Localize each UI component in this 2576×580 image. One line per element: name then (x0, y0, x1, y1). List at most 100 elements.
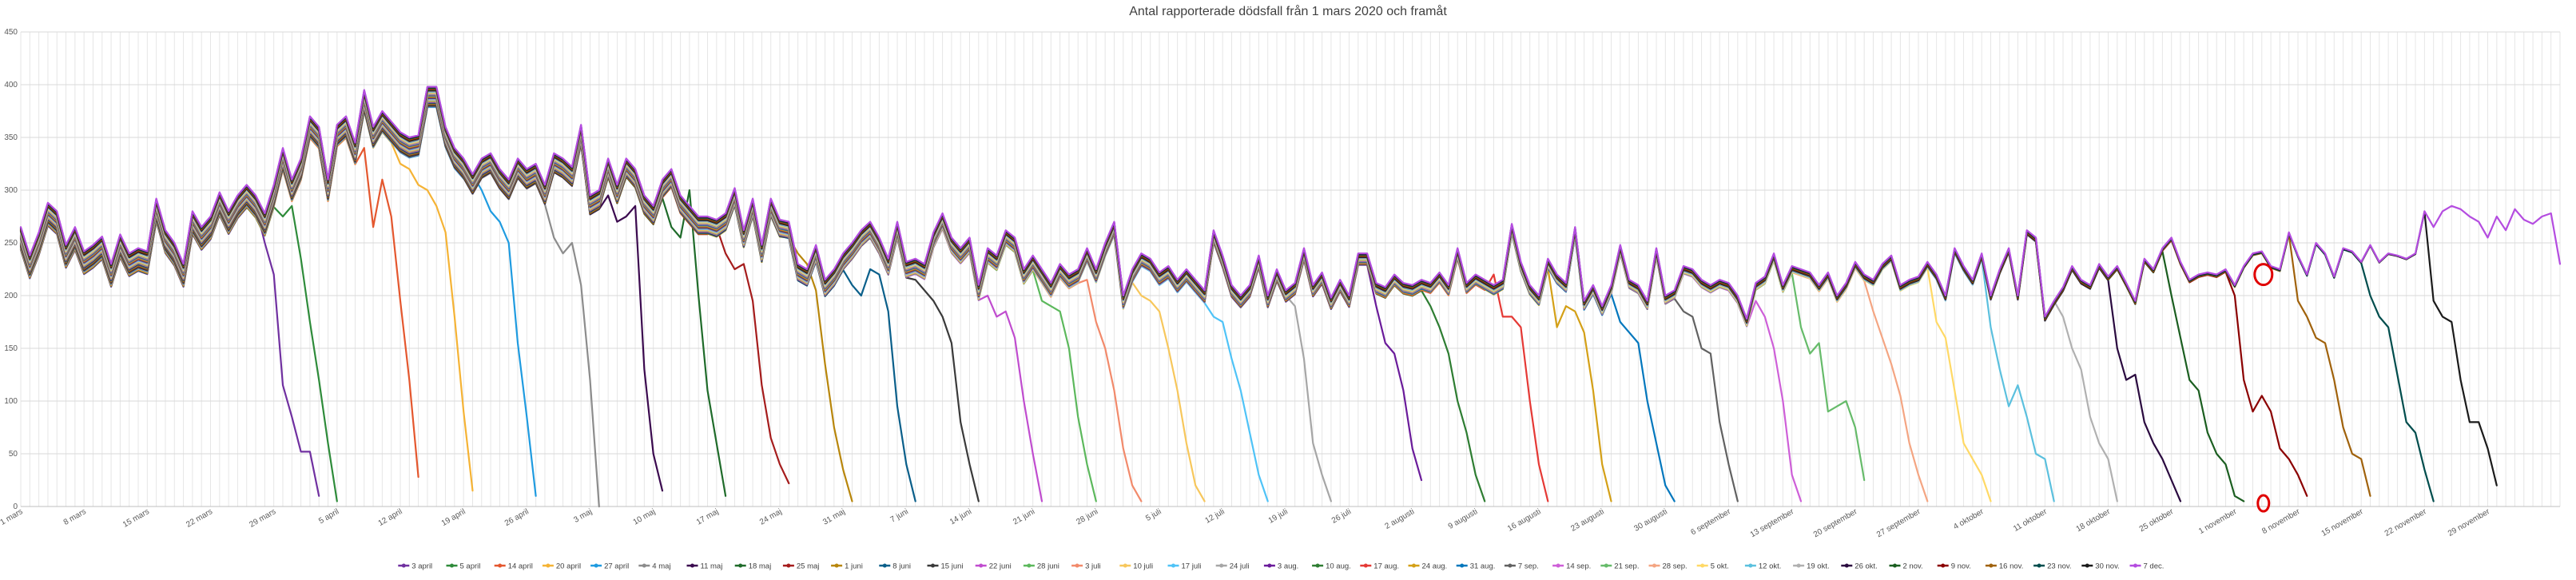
y-tick-label: 100 (4, 397, 18, 406)
legend-label: 11 maj (701, 562, 723, 571)
legend-marker (401, 563, 406, 568)
legend-marker (1893, 563, 1897, 568)
legend-label: 8 juni (892, 562, 911, 571)
legend-marker (1075, 563, 1079, 568)
legend-marker (1796, 563, 1801, 568)
legend-marker (1363, 563, 1368, 568)
legend-marker (1652, 563, 1656, 568)
legend-label: 9 nov. (1951, 562, 1971, 571)
chart-title: Antal rapporterade dödsfall från 1 mars … (1129, 4, 1447, 18)
legend-marker (834, 563, 839, 568)
y-tick-label: 50 (9, 450, 18, 459)
legend-label: 19 okt. (1807, 562, 1830, 571)
legend-label: 28 juni (1037, 562, 1059, 571)
legend-marker (1123, 563, 1127, 568)
x-tick-label: 29 mars (248, 507, 277, 530)
x-tick-label: 27 september (1875, 507, 1922, 539)
y-tick-label: 200 (4, 292, 18, 300)
legend-label: 7 dec. (2144, 562, 2165, 571)
legend-marker (738, 563, 743, 568)
x-tick-label: 18 oktober (2075, 507, 2113, 534)
y-tick-label: 350 (4, 133, 18, 142)
legend-label: 12 okt. (1759, 562, 1782, 571)
x-tick-label: 24 maj (758, 507, 783, 527)
series-line (19, 96, 1549, 503)
legend-label: 10 aug. (1326, 562, 1351, 571)
x-tick-label: 5 juli (1144, 507, 1163, 523)
x-tick-label: 26 april (503, 507, 531, 528)
legend-marker (1412, 563, 1416, 568)
x-tick-label: 26 juli (1330, 507, 1353, 526)
legend-label: 3 juli (1085, 562, 1101, 571)
legend-label: 7 sep. (1518, 562, 1539, 571)
x-tick-label: 4 oktober (1952, 507, 1986, 532)
legend-marker (979, 563, 984, 568)
legend-marker (546, 563, 551, 568)
x-tick-label: 8 mars (62, 507, 88, 527)
legend-label: 28 sep. (1663, 562, 1688, 571)
legend-label: 23 nov. (2047, 562, 2071, 571)
legend-label: 27 april (604, 562, 629, 571)
x-tick-label: 19 juli (1267, 507, 1290, 526)
x-tick-label: 15 november (2320, 507, 2366, 538)
x-tick-label: 23 augusti (1569, 507, 1605, 534)
series-line (19, 97, 1423, 482)
legend-label: 3 april (411, 562, 432, 571)
x-tick-label: 22 november (2383, 507, 2429, 538)
legend-label: 21 sep. (1614, 562, 1639, 571)
x-tick-label: 6 september (1689, 507, 1732, 538)
legend-label: 31 aug. (1470, 562, 1496, 571)
legend-label: 14 sep. (1566, 562, 1591, 571)
x-tick-label: 8 november (2260, 507, 2302, 536)
legend-marker (931, 563, 935, 568)
x-tick-label: 17 maj (695, 507, 720, 527)
x-tick-label: 22 mars (185, 507, 214, 530)
x-tick-label: 13 september (1749, 507, 1796, 539)
x-tick-label: 3 maj (572, 507, 594, 525)
legend-label: 24 aug. (1422, 562, 1448, 571)
legend-marker (1700, 563, 1705, 568)
legend-label: 18 maj (749, 562, 772, 571)
y-tick-label: 400 (4, 81, 18, 89)
legend-label: 30 nov. (2095, 562, 2119, 571)
annotation-circle (2256, 494, 2271, 513)
legend-marker (882, 563, 887, 568)
legend-label: 17 aug. (1373, 562, 1399, 571)
x-tick-label: 25 oktober (2138, 507, 2176, 534)
legend-marker (786, 563, 791, 568)
legend-marker (1219, 563, 1224, 568)
x-tick-label: 2 augusti (1384, 507, 1417, 531)
series-line (19, 102, 916, 503)
x-tick-label: 11 oktober (2012, 507, 2049, 534)
legend-marker (1171, 563, 1175, 568)
legend-marker (1941, 563, 1946, 568)
legend-label: 14 april (508, 562, 533, 571)
legend-marker (2085, 563, 2089, 568)
legend-marker (1460, 563, 1465, 568)
legend-marker (2037, 563, 2041, 568)
legend-marker (2133, 563, 2137, 568)
legend: 3 april 5 april 14 april 20 april 27 april 4 … (398, 562, 2164, 571)
x-tick-label: 30 augusti (1632, 507, 1668, 534)
x-tick-label: 15 mars (121, 507, 151, 530)
x-tick-label: 28 juni (1075, 507, 1099, 526)
series-line (19, 103, 790, 485)
legend-marker (1508, 563, 1513, 568)
grid-lines (20, 31, 2561, 507)
y-tick-label: 300 (4, 186, 18, 195)
x-tick-label: 5 april (317, 507, 340, 526)
series-line (19, 85, 2562, 320)
series-line (19, 99, 1206, 503)
series-line (19, 87, 2435, 503)
legend-marker (1556, 563, 1560, 568)
legend-marker (690, 563, 694, 568)
legend-label: 15 juni (941, 562, 964, 571)
series-line (19, 90, 2055, 503)
y-tick-label: 450 (4, 28, 18, 37)
annotation-circle (2253, 263, 2274, 287)
x-tick-label: 10 maj (632, 507, 657, 527)
legend-marker (594, 563, 598, 568)
x-tick-label: 20 september (1812, 507, 1859, 539)
